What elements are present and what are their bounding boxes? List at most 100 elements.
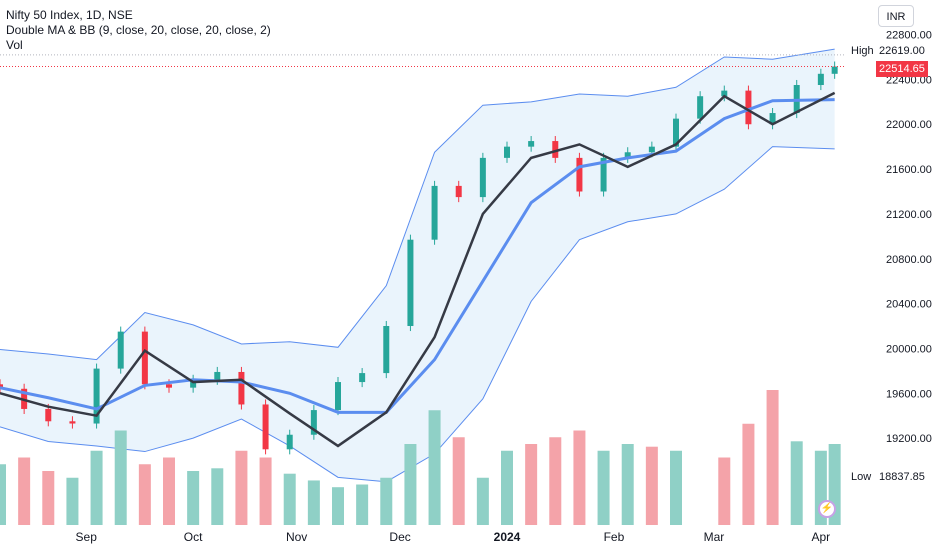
- band-fill: [0, 49, 835, 482]
- volume-bar: [501, 450, 513, 525]
- candle-body: [286, 434, 293, 450]
- candle-body: [769, 113, 776, 125]
- volume-bar: [404, 444, 417, 525]
- y-tick-label: 22400.00: [886, 74, 932, 86]
- axis-layer: 22800.00 22400.00 22000.00 21600.00 21200.00…: [0, 30, 932, 544]
- candle-body: [359, 373, 366, 383]
- candle-body: [624, 152, 631, 158]
- volume-bar: [90, 450, 103, 525]
- bollinger-band-layer: [0, 48, 835, 483]
- volume-bar: [573, 430, 586, 525]
- volume-bar: [766, 390, 779, 525]
- volume-bar: [790, 441, 803, 525]
- y-tick-label: 20000.00: [886, 343, 932, 355]
- candle-body: [45, 408, 52, 422]
- y-tick-label: 21200.00: [886, 209, 932, 221]
- candle-body: [69, 421, 76, 424]
- high-label: High: [851, 45, 874, 57]
- volume-bar: [645, 446, 658, 525]
- chart-legend: Nifty 50 Index, 1D, NSE Double MA & BB (…: [6, 8, 271, 53]
- volume-bar: [187, 471, 200, 525]
- legend-indicator[interactable]: Double MA & BB (9, close, 20, close, 20,…: [6, 23, 271, 37]
- candle-body: [166, 384, 172, 388]
- volume-bar: [235, 450, 248, 525]
- volume-bar: [356, 484, 369, 525]
- candle-body: [117, 331, 124, 369]
- candle-body: [721, 90, 728, 97]
- y-tick-label: 19200.00: [886, 433, 932, 445]
- volume-bar: [42, 471, 55, 525]
- legend-volume[interactable]: Vol: [6, 38, 23, 52]
- candle-body: [335, 382, 341, 411]
- candle-body: [455, 185, 462, 198]
- candle-body: [479, 157, 486, 198]
- candle-body: [697, 96, 704, 119]
- volume-bar: [380, 477, 393, 525]
- volume-bar: [211, 468, 224, 525]
- volume-bar: [0, 464, 6, 525]
- volume-bar: [163, 457, 175, 525]
- candle-body: [238, 371, 245, 405]
- candle-body: [262, 404, 269, 450]
- volume-bar: [18, 457, 31, 525]
- candle-body: [431, 185, 438, 240]
- volume-layer: [0, 390, 841, 525]
- volume-bar: [549, 437, 562, 525]
- candle-body: [407, 239, 414, 327]
- volume-bar: [742, 423, 755, 525]
- x-tick-label: 2024: [494, 530, 521, 544]
- x-tick-label: Feb: [604, 530, 625, 544]
- candle-body: [93, 368, 100, 424]
- high-value: 22619.00: [876, 43, 928, 59]
- y-tick-label: 19600.00: [886, 388, 932, 400]
- candle-body: [745, 90, 752, 125]
- candle-body: [673, 118, 679, 147]
- lightning-icon[interactable]: ⚡: [818, 500, 836, 518]
- currency-button[interactable]: INR: [878, 5, 914, 27]
- x-tick-label: Mar: [704, 530, 725, 544]
- candle-body: [383, 326, 390, 374]
- candle-body: [648, 146, 655, 153]
- volume-bar: [476, 477, 489, 525]
- y-tick-label: 21600.00: [886, 164, 932, 176]
- x-tick-label: Apr: [812, 530, 831, 544]
- candle-body: [141, 331, 148, 385]
- y-tick-label: 20400.00: [886, 299, 932, 311]
- volume-bar: [670, 450, 682, 525]
- candle-body: [504, 146, 510, 158]
- x-tick-label: Dec: [389, 530, 410, 544]
- candle-body: [528, 141, 535, 147]
- legend-symbol[interactable]: Nifty 50 Index, 1D, NSE: [6, 8, 133, 22]
- volume-bar: [621, 444, 634, 525]
- candle-body: [190, 379, 197, 388]
- y-tick-label: 22800.00: [886, 30, 932, 42]
- volume-bar: [718, 457, 731, 525]
- volume-bar: [283, 473, 296, 525]
- fast-ma-line: [0, 91, 836, 448]
- volume-bar: [525, 444, 538, 525]
- candle-body: [576, 157, 583, 192]
- candle-body: [214, 371, 221, 380]
- x-tick-label: Oct: [184, 530, 203, 544]
- volume-bar: [114, 430, 127, 525]
- upper-band-line: [0, 48, 835, 361]
- low-label: Low: [851, 471, 872, 483]
- volume-bar: [66, 477, 79, 525]
- volume-bar: [452, 437, 465, 525]
- moving-average-layer: [0, 91, 836, 448]
- last-price-tag: 22514.65: [876, 61, 928, 77]
- slow-ma-line: [0, 98, 835, 414]
- volume-bar: [307, 480, 320, 525]
- low-value: 18837.85: [876, 469, 928, 485]
- x-tick-label: Nov: [286, 530, 307, 544]
- y-tick-label: 22000.00: [886, 119, 932, 131]
- volume-bar: [428, 410, 441, 525]
- candle-body: [600, 157, 607, 192]
- candle-body: [310, 410, 317, 435]
- candle-body: [831, 66, 838, 74]
- y-tick-label: 20800.00: [886, 254, 932, 266]
- candle-body: [552, 141, 559, 158]
- candle-body: [817, 73, 824, 86]
- volume-bar: [138, 464, 151, 525]
